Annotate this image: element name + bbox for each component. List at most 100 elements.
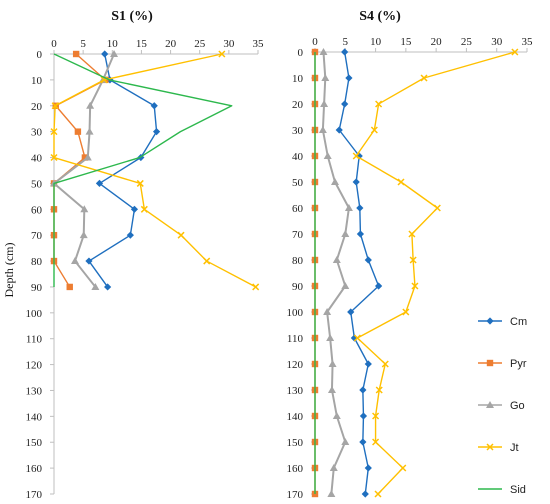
s4-series-go	[318, 48, 353, 497]
s4-y-tick-label: 140	[287, 411, 304, 423]
s4-y-tick-label: 130	[287, 385, 304, 397]
s1-x-tick-label: 25	[194, 38, 206, 50]
s4-point-jt	[409, 256, 417, 264]
s4-point-go	[320, 100, 329, 107]
s1-y-tick-label: 100	[26, 308, 43, 320]
s4-point-cm	[335, 126, 343, 134]
s4-line-go	[321, 51, 350, 495]
s1-point-jt	[252, 283, 260, 291]
s4-point-cm	[364, 360, 372, 368]
legend-label-go: Go	[510, 400, 525, 412]
s1-point-jt	[51, 102, 59, 110]
s1-x-tick-label: 30	[223, 38, 235, 50]
s1-x-tick-label: 5	[80, 38, 86, 50]
s4-point-cm	[359, 438, 367, 446]
s1-y-tick-label: 110	[26, 334, 43, 346]
s1-point-go	[79, 231, 88, 239]
s4-x-tick-label: 15	[400, 36, 412, 48]
s4-point-go	[330, 178, 339, 185]
s4-point-cm	[364, 256, 372, 264]
s1-y-tick-label: 140	[26, 411, 43, 423]
s4-point-jt	[374, 490, 382, 498]
s4-point-go	[323, 152, 332, 159]
s4-point-cm	[361, 490, 369, 498]
s4-point-jt	[372, 438, 380, 446]
y-axis-label: Depth (cm)	[2, 243, 16, 298]
s1-point-cm	[126, 231, 134, 239]
s4-point-jt	[353, 334, 361, 342]
s1-x-tick-label: 20	[165, 38, 177, 50]
legend-item-pyr: Pyr	[478, 358, 527, 370]
s4-series-jt	[352, 48, 519, 498]
chart-title-s4: S4 (%)	[359, 9, 401, 24]
s1-point-jt	[177, 231, 185, 239]
s4-y-tick-label: 60	[292, 203, 304, 215]
s4-point-jt	[420, 74, 428, 82]
s4-point-go	[341, 230, 350, 237]
s4-point-jt	[433, 204, 441, 212]
s4-y-tick-label: 90	[292, 281, 304, 293]
s1-series-sid	[53, 53, 233, 287]
s1-point-go	[83, 153, 92, 161]
s4-point-cm	[375, 282, 383, 290]
s4-y-tick-label: 0	[298, 47, 304, 59]
s4-series-cm	[335, 48, 383, 498]
s1-series-jt	[50, 50, 260, 291]
s1-y-tick-label: 0	[37, 49, 43, 61]
s1-point-cm	[85, 257, 93, 265]
legend-item-go: Go	[478, 400, 525, 412]
s4-y-tick-label: 30	[292, 125, 304, 137]
s1-y-tick-label: 50	[31, 178, 43, 190]
s1-point-jt	[218, 50, 226, 58]
s4-y-tick-label: 70	[292, 229, 304, 241]
s4-point-go	[344, 204, 353, 211]
s1-y-tick-label: 120	[26, 360, 43, 372]
s1-point-jt	[140, 205, 148, 213]
s4-y-tick-label: 10	[292, 73, 304, 85]
s1-point-go	[80, 205, 89, 213]
s4-x-tick-label: 30	[491, 36, 503, 48]
s4-x-tick-label: 35	[522, 36, 534, 48]
s4-point-jt	[397, 178, 405, 186]
s4-y-tick-label: 120	[287, 359, 304, 371]
s1-point-go	[70, 257, 79, 265]
s4-point-cm	[356, 204, 364, 212]
s1-y-tick-label: 20	[31, 101, 43, 113]
s1-line-go	[53, 53, 115, 288]
s1-y-tick-label: 30	[31, 127, 43, 139]
s1-point-cm	[101, 50, 109, 58]
s4-y-tick-label: 150	[287, 437, 304, 449]
s1-y-tick-label: 150	[26, 437, 43, 449]
s4-point-jt	[375, 386, 383, 394]
s4-point-go	[327, 386, 336, 393]
s4-point-jt	[381, 360, 389, 368]
legend: Cm Pyr Go Jt Sid	[478, 316, 527, 496]
s1-point-cm	[130, 205, 139, 213]
s4-point-cm	[341, 48, 349, 56]
s4-point-cm	[345, 74, 353, 82]
legend-label-sid: Sid	[510, 484, 526, 496]
s1-point-pyr	[74, 128, 82, 135]
s4-point-jt	[411, 282, 419, 290]
s1-series-cm	[85, 50, 161, 291]
s4-y-tick-label: 170	[287, 489, 304, 501]
s4-point-jt	[402, 308, 410, 316]
s4-point-jt	[408, 230, 416, 238]
s1-point-pyr	[81, 154, 89, 161]
s4-y-tick-label: 100	[287, 307, 304, 319]
s4-point-go	[318, 126, 327, 133]
s1-point-pyr	[72, 50, 80, 58]
s1-x-tick-label: 10	[107, 38, 119, 50]
s1-y-tick-label: 60	[31, 204, 43, 216]
s4-point-jt	[375, 100, 383, 108]
s4-y-tick-label: 110	[287, 333, 304, 345]
s1-point-cm	[104, 283, 112, 291]
s1-point-jt	[203, 257, 211, 265]
s1-x-tick-label: 0	[51, 38, 57, 50]
s4-point-cm	[347, 308, 355, 316]
s1-y-tick-label: 80	[31, 256, 43, 268]
s4-point-cm	[359, 412, 368, 420]
s1-point-go	[86, 101, 95, 109]
s1-line-sid	[53, 53, 233, 287]
legend-marker-go	[486, 401, 494, 408]
